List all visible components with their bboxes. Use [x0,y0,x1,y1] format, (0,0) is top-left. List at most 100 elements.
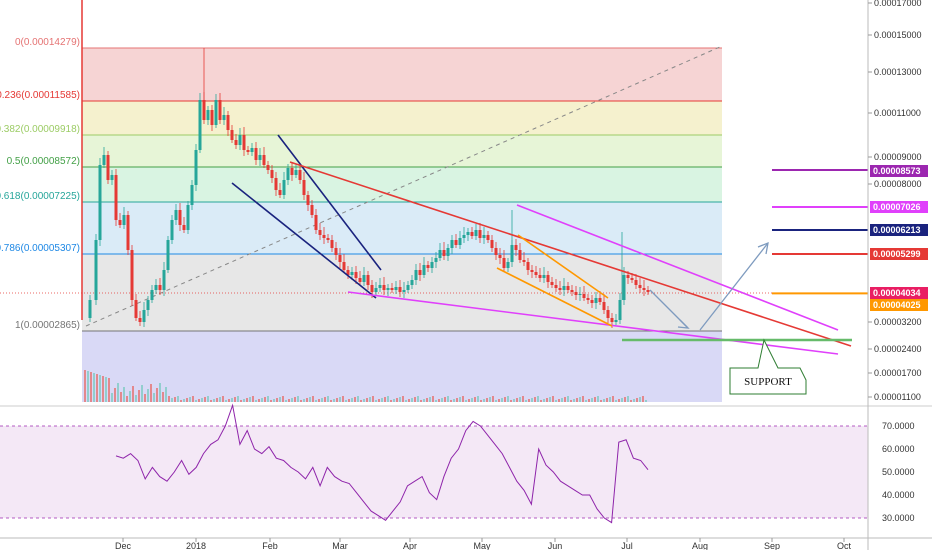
price-badge-label: 0.00004034 [873,288,921,298]
volume-bar [249,397,251,402]
candle-body [230,130,234,140]
price-axis[interactable]: 0.00017000 0.00015000 0.00013000 0.00011000… [867,0,928,550]
volume-bar [573,399,575,402]
volume-bar [609,397,611,402]
volume-bar [129,391,131,402]
price-badge [870,248,928,260]
rsi-tick-label: 70.0000 [882,421,915,431]
candle-body [162,270,166,290]
projection-arrowhead-up [757,241,769,255]
candle-body [538,275,542,278]
volume-bar [141,385,143,402]
volume-bar [528,399,530,402]
volume-bar [489,397,491,402]
volume-bar [396,398,398,402]
volume-bar [495,400,497,402]
volume-bar [399,397,401,402]
candle-body [582,294,586,298]
candle-body [402,290,406,292]
candle-body [586,298,590,300]
volume-bar [342,396,344,402]
fib-label-3: 0.5(0.00008572) [7,156,80,167]
support-callout [729,338,807,395]
candle-body [438,250,442,258]
candle-body [606,310,610,318]
candle-body [234,140,238,145]
volume-bar [594,397,596,402]
candle-body [570,290,574,292]
volume-bar [618,399,620,402]
volume-bar [231,398,233,402]
falling-wedge-upper [277,134,382,271]
volume-bar [558,399,560,402]
volume-bar [606,398,608,402]
volume-bar [357,396,359,402]
time-axis[interactable]: Dec 2018 Feb Mar Apr May Jun Jul Aug Sep Oct [0,537,932,550]
volume-bar [159,383,161,402]
candle-body [110,175,114,180]
volume-bar [315,400,317,402]
fib-zone-4 [82,202,722,254]
volume-bar [174,397,176,402]
volume-bar [624,397,626,402]
candle-body [254,148,258,160]
time-tick-label: Mar [332,541,348,550]
price-tick-label: 0.00015000 [874,30,922,40]
volume-bar [219,397,221,402]
price-badge-label: 0.00004025 [873,300,921,310]
volume-bar [228,399,230,402]
volume-bar [273,399,275,402]
volume-bar [234,397,236,402]
candle-body [338,255,342,262]
volume-bar [426,398,428,402]
candle-body [510,245,514,262]
volume-bar [633,399,635,402]
volume-bar [303,399,305,402]
volume-bar [456,398,458,402]
volume-bar [207,396,209,402]
orange-channel-lower [496,267,613,327]
candle-body [486,235,490,240]
volume-bar [291,398,293,402]
volume-bar [519,397,521,402]
volume-bar [375,400,377,402]
fib-label-4: 0.618(0.00007225) [0,191,80,202]
candle-body [298,170,302,180]
volume-bar [441,398,443,402]
candle-body [418,270,422,275]
candle-body [102,155,106,165]
candle-body [198,100,202,150]
candle-body [194,150,198,185]
rsi-tick-label: 30.0000 [882,513,915,523]
rsi-band [0,426,868,518]
volume-bar [429,397,431,402]
candle-body [266,165,270,170]
time-tick-label: Apr [403,541,417,550]
candle-body [214,100,218,125]
price-tick-label: 0.00008000 [874,179,922,189]
candle-body [602,302,606,310]
volume-bar [516,398,518,402]
candle-body [302,180,306,195]
candle-body [518,250,522,260]
candle-body [530,270,534,272]
candle-body [406,285,410,290]
candle-body [482,235,486,238]
candle-body [318,230,322,235]
candle-body [206,110,210,120]
volume-bar [144,394,146,402]
fib-label-6: 1(0.00002865) [15,320,80,331]
volume-bar [198,399,200,402]
fib-label-2: 0.382(0.00009918) [0,124,80,135]
descending-resistance-red [289,161,852,347]
trendline-drawings [0,45,868,327]
upper-channel-magenta [516,204,839,331]
volume-bar [96,374,98,402]
volume-bar [123,387,125,402]
volume-bar [153,393,155,402]
volume-bar [246,398,248,402]
price-badge [870,287,928,299]
time-tick-label: Jul [621,541,633,550]
candle-body [574,292,578,295]
